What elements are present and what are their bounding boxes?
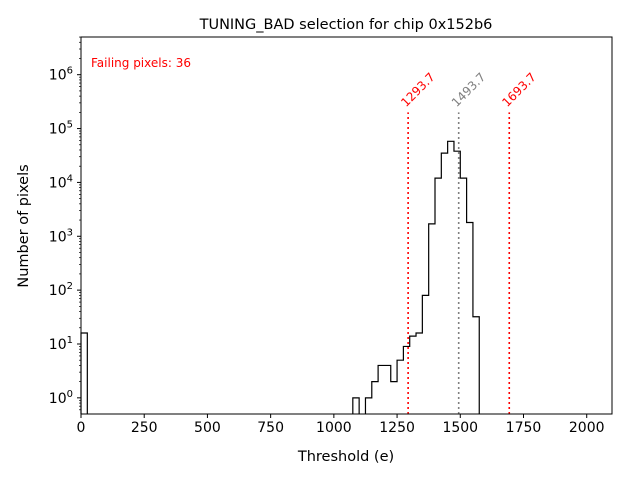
threshold-label: 1293.7 bbox=[398, 70, 438, 110]
histogram-bin bbox=[81, 333, 87, 414]
failing-pixels-annotation: Failing pixels: 36 bbox=[91, 56, 191, 70]
x-tick-label: 0 bbox=[77, 420, 86, 436]
histogram-bin bbox=[448, 141, 454, 414]
x-axis-label: Threshold (e) bbox=[297, 449, 394, 465]
histogram-outline bbox=[80, 140, 480, 414]
x-axis-ticks: 0 250 500 750 1000 1250 1500 1750 2000 bbox=[77, 414, 605, 436]
x-tick-label: 1500 bbox=[442, 420, 478, 436]
threshold-lines: 1293.7 1493.7 1693.7 bbox=[398, 70, 539, 414]
histogram-bin bbox=[460, 178, 466, 414]
y-axis-ticks: 100 101 102 103 104 105 106 bbox=[49, 36, 81, 411]
histogram-bin bbox=[353, 398, 359, 414]
histogram-bin bbox=[467, 223, 473, 414]
y-tick-label: 105 bbox=[49, 120, 73, 138]
y-tick-label: 106 bbox=[49, 66, 73, 84]
y-tick-label: 104 bbox=[49, 173, 73, 191]
histogram-bin bbox=[441, 153, 447, 414]
histogram-bin bbox=[365, 398, 371, 414]
histogram-bin bbox=[372, 382, 378, 414]
x-tick-label: 2000 bbox=[569, 420, 605, 436]
x-tick-label: 1250 bbox=[379, 420, 415, 436]
histogram-bin bbox=[391, 382, 397, 414]
histogram-bin bbox=[397, 360, 403, 414]
y-tick-label: 100 bbox=[49, 389, 73, 407]
y-axis-label: Number of pixels bbox=[16, 164, 32, 287]
x-tick-label: 1750 bbox=[506, 420, 542, 436]
histogram-bars bbox=[81, 141, 479, 414]
histogram-bin bbox=[422, 295, 428, 414]
y-tick-label: 103 bbox=[49, 227, 73, 245]
histogram-bin bbox=[384, 365, 390, 414]
axes-frame bbox=[80, 36, 613, 415]
threshold-label: 1493.7 bbox=[449, 70, 489, 110]
y-tick-label: 102 bbox=[49, 281, 73, 299]
histogram-bin bbox=[410, 336, 416, 414]
chart-title: TUNING_BAD selection for chip 0x152b6 bbox=[199, 17, 493, 33]
y-tick-label: 101 bbox=[49, 335, 73, 353]
histogram-bin bbox=[473, 317, 479, 414]
threshold-label: 1693.7 bbox=[499, 70, 539, 110]
histogram-bin bbox=[416, 333, 422, 414]
histogram-bin bbox=[435, 178, 441, 414]
x-tick-label: 250 bbox=[131, 420, 158, 436]
x-tick-label: 750 bbox=[257, 420, 284, 436]
x-tick-label: 1000 bbox=[316, 420, 352, 436]
histogram-bin bbox=[429, 224, 435, 414]
x-tick-label: 500 bbox=[194, 420, 221, 436]
histogram-bin bbox=[378, 365, 384, 414]
